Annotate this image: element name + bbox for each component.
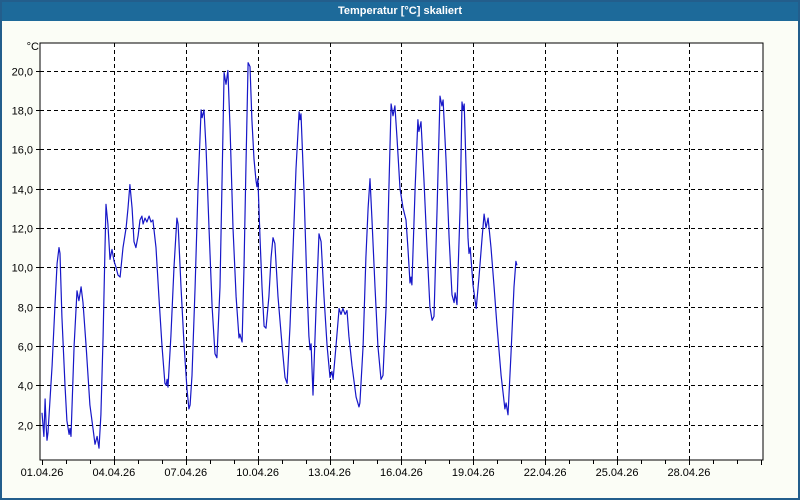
y-tick-label: 10,0: [12, 263, 33, 275]
y-axis-unit-label: °C: [27, 41, 39, 53]
window-title-bar[interactable]: Temperatur [°C] skaliert: [2, 2, 798, 21]
y-tick-label: 6,0: [18, 342, 33, 354]
x-tick-label: 04.04.26: [92, 467, 135, 479]
y-tick-label: 20,0: [12, 67, 33, 79]
window-title: Temperatur [°C] skaliert: [337, 5, 462, 17]
x-tick-label: 13.04.26: [308, 467, 351, 479]
y-tick-label: 2,0: [18, 421, 33, 433]
y-tick-label: 18,0: [12, 106, 33, 118]
x-tick-label: 28.04.26: [668, 467, 711, 479]
x-tick-label: 16.04.26: [380, 467, 423, 479]
x-tick-label: 25.04.26: [596, 467, 639, 479]
x-tick-label: 01.04.26: [21, 467, 64, 479]
plot-area: [39, 42, 764, 461]
x-tick-label: 19.04.26: [452, 467, 495, 479]
y-tick-label: 12,0: [12, 224, 33, 236]
x-tick-label: 22.04.26: [524, 467, 567, 479]
y-tick-label: 16,0: [12, 145, 33, 157]
y-tick-label: 14,0: [12, 185, 33, 197]
y-tick-label: 4,0: [18, 381, 33, 393]
y-tick-label: 8,0: [18, 303, 33, 315]
x-tick-label: 07.04.26: [164, 467, 207, 479]
x-tick-label: 10.04.26: [236, 467, 279, 479]
temperature-series-line: [41, 62, 518, 449]
